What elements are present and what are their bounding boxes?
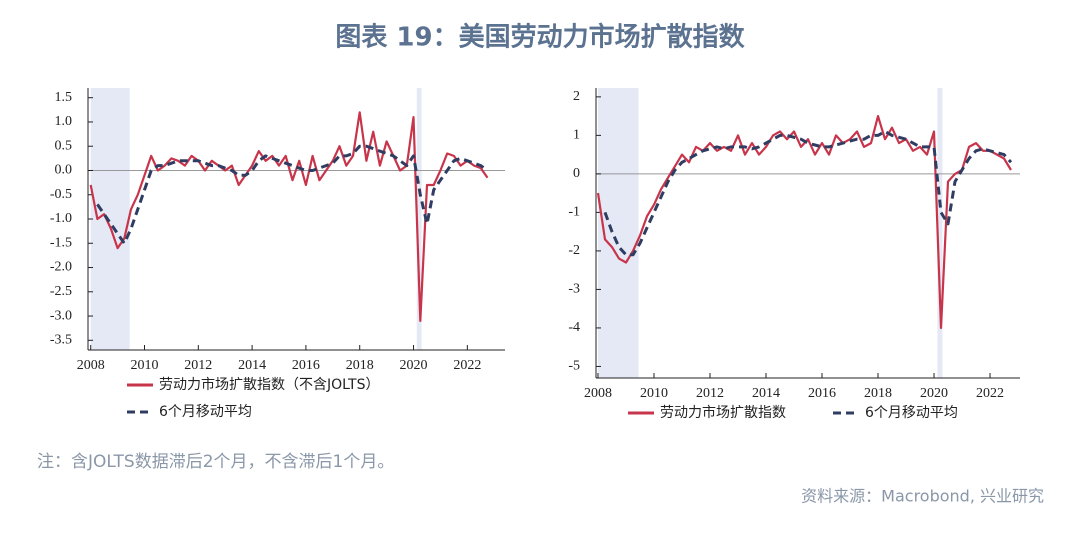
y-tick-label: -4 <box>568 320 580 335</box>
x-tick-label: 2022 <box>453 358 481 373</box>
legend-label: 劳动力市场扩散指数（不含JOLTS） <box>159 376 379 393</box>
series-line <box>596 115 1012 329</box>
y-tick-label: 0.5 <box>55 138 73 153</box>
x-tick-label: 2016 <box>292 358 320 373</box>
y-tick-label: 1 <box>573 128 580 143</box>
y-tick-label: 1.0 <box>55 114 73 129</box>
y-tick-label: -5 <box>568 359 580 374</box>
figure-title: 图表 19：美国劳动力市场扩散指数 <box>335 22 745 53</box>
y-tick-label: -0.5 <box>50 187 72 202</box>
y-tick-label: -3.0 <box>50 308 72 323</box>
y-tick-label: -1 <box>568 205 580 220</box>
x-tick-label: 2018 <box>864 386 892 401</box>
x-tick-label: 2020 <box>920 386 948 401</box>
series-line <box>603 130 1013 257</box>
x-tick-label: 2012 <box>184 358 212 373</box>
shaded-period <box>937 88 943 378</box>
y-tick-label: -1.5 <box>50 235 72 250</box>
x-tick-label: 2016 <box>808 386 836 401</box>
y-tick-label: 2 <box>573 89 580 104</box>
series-line <box>96 144 489 245</box>
y-tick-label: -2 <box>568 243 580 258</box>
x-tick-label: 2010 <box>640 386 668 401</box>
legend-label: 6个月移动平均 <box>865 405 958 421</box>
x-tick-label: 2022 <box>976 386 1004 401</box>
x-tick-label: 2020 <box>400 358 428 373</box>
y-tick-label: 0 <box>573 166 580 181</box>
x-tick-label: 2010 <box>130 358 158 373</box>
x-tick-label: 2008 <box>584 386 612 401</box>
y-tick-label: 1.5 <box>55 90 73 105</box>
x-tick-label: 2014 <box>752 386 780 401</box>
x-tick-label: 2008 <box>77 358 105 373</box>
shaded-period <box>416 88 422 350</box>
y-tick-label: -1.0 <box>50 211 72 226</box>
x-tick-label: 2012 <box>696 386 724 401</box>
legend-label: 6个月移动平均 <box>159 404 252 420</box>
x-tick-label: 2018 <box>346 358 374 373</box>
legend-label: 劳动力市场扩散指数 <box>660 404 786 421</box>
y-tick-label: -3 <box>568 282 580 297</box>
y-tick-label: -2.5 <box>50 284 72 299</box>
x-tick-label: 2014 <box>238 358 266 373</box>
source: 资料来源：Macrobond, 兴业研究 <box>801 487 1044 506</box>
y-tick-label: -3.5 <box>50 333 72 348</box>
y-tick-label: -2.0 <box>50 260 72 275</box>
note: 注：含JOLTS数据滞后2个月，不含滞后1个月。 <box>37 452 394 472</box>
y-tick-label: 0.0 <box>55 163 73 178</box>
